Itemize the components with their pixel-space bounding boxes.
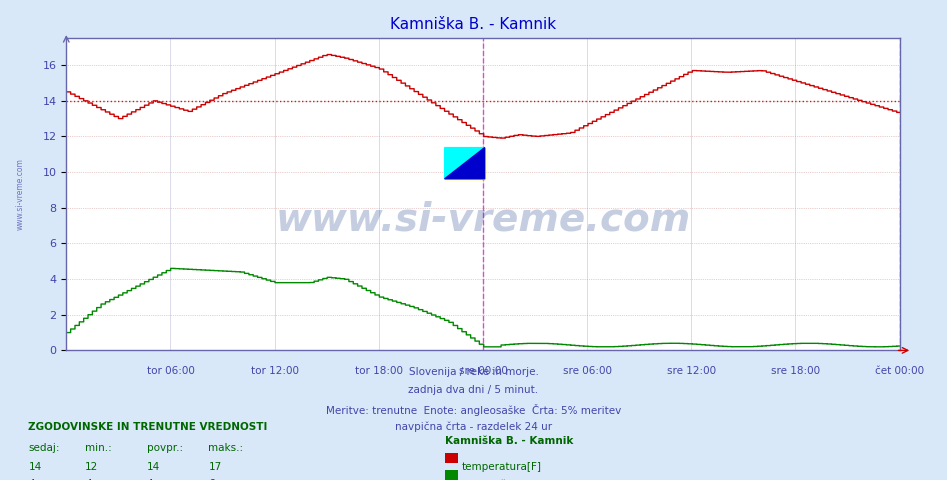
Text: 17: 17: [208, 462, 222, 472]
Text: temperatura[F]: temperatura[F]: [462, 462, 542, 472]
Text: ZGODOVINSKE IN TRENUTNE VREDNOSTI: ZGODOVINSKE IN TRENUTNE VREDNOSTI: [28, 422, 268, 432]
Text: tor 18:00: tor 18:00: [355, 366, 402, 376]
Text: 6: 6: [208, 479, 215, 480]
Text: min.:: min.:: [85, 443, 112, 453]
Bar: [445, 148, 485, 179]
Text: sre 06:00: sre 06:00: [563, 366, 612, 376]
Text: maks.:: maks.:: [208, 443, 243, 453]
Text: 12: 12: [85, 462, 98, 472]
Text: navpična črta - razdelek 24 ur: navpična črta - razdelek 24 ur: [395, 422, 552, 432]
Text: Kamniška B. - Kamnik: Kamniška B. - Kamnik: [390, 17, 557, 32]
Text: sedaj:: sedaj:: [28, 443, 60, 453]
Text: 4: 4: [85, 479, 92, 480]
Text: sre 18:00: sre 18:00: [771, 366, 820, 376]
Text: čet 00:00: čet 00:00: [875, 366, 924, 376]
Polygon shape: [445, 147, 485, 179]
Text: sre 12:00: sre 12:00: [667, 366, 716, 376]
Text: Slovenija / reke in morje.: Slovenija / reke in morje.: [408, 367, 539, 377]
Text: www.si-vreme.com: www.si-vreme.com: [276, 200, 690, 239]
Text: Meritve: trenutne  Enote: angleosaške  Črta: 5% meritev: Meritve: trenutne Enote: angleosaške Črt…: [326, 404, 621, 416]
Text: sre 00:00: sre 00:00: [458, 366, 508, 376]
Text: 4: 4: [28, 479, 35, 480]
Text: tor 12:00: tor 12:00: [251, 366, 298, 376]
Text: www.si-vreme.com: www.si-vreme.com: [16, 158, 25, 230]
Text: Kamniška B. - Kamnik: Kamniška B. - Kamnik: [445, 436, 574, 446]
Text: 14: 14: [147, 462, 160, 472]
Polygon shape: [445, 147, 485, 179]
Text: pretok[čevelj3/min]: pretok[čevelj3/min]: [462, 479, 564, 480]
Text: povpr.:: povpr.:: [147, 443, 183, 453]
Text: 14: 14: [28, 462, 42, 472]
Text: 4: 4: [147, 479, 153, 480]
Text: zadnja dva dni / 5 minut.: zadnja dva dni / 5 minut.: [408, 385, 539, 396]
Text: tor 06:00: tor 06:00: [147, 366, 194, 376]
